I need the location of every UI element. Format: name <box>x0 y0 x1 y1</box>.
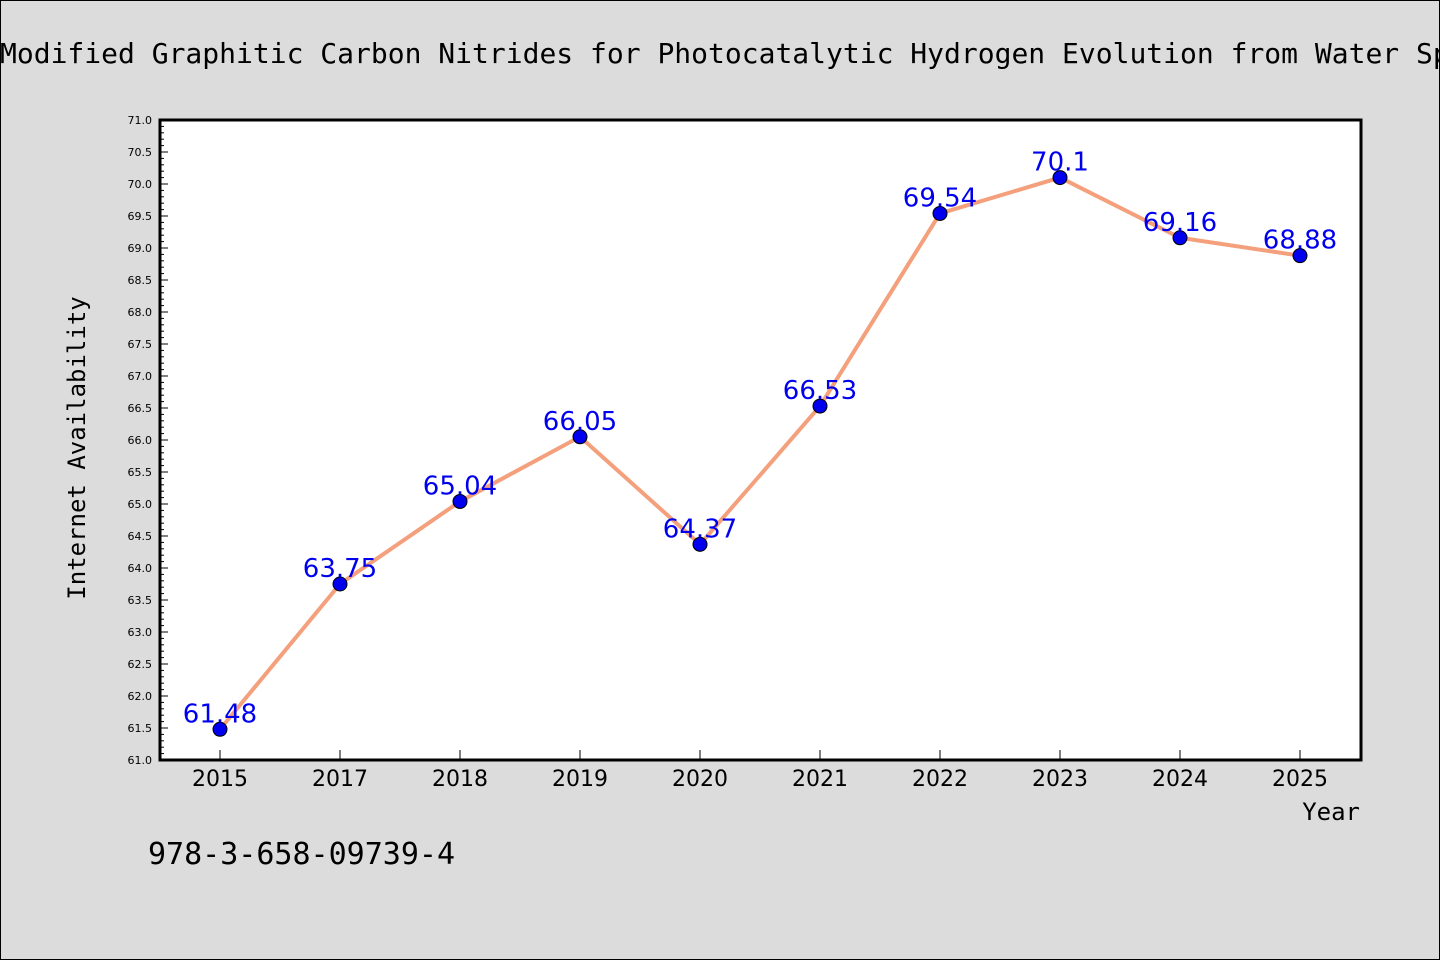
series-polyline <box>218 175 1301 731</box>
y-tick-label: 67.0 <box>128 370 153 383</box>
data-point <box>572 429 588 445</box>
y-tick-label: 67.5 <box>128 338 153 351</box>
y-tick-label: 68.5 <box>128 274 153 287</box>
x-tick-label: 2022 <box>912 767 968 792</box>
data-point <box>692 536 708 552</box>
data-label: 69.54 <box>903 183 977 213</box>
plot-frame <box>158 118 1363 762</box>
x-tick-label: 2021 <box>792 767 848 792</box>
x-tick-label: 2024 <box>1152 767 1208 792</box>
data-label: 64.37 <box>663 514 737 544</box>
data-point <box>332 576 348 592</box>
data-label: 65.04 <box>423 471 497 501</box>
y-tick-label: 65.0 <box>128 498 153 511</box>
data-points <box>212 170 1308 737</box>
y-tick-label: 65.5 <box>128 466 153 479</box>
y-tick-label: 62.5 <box>128 658 153 671</box>
data-label: 66.53 <box>783 376 857 406</box>
data-label: 68.88 <box>1263 226 1337 256</box>
x-axis-label: Year <box>1302 798 1360 826</box>
x-tick-label: 2023 <box>1032 767 1088 792</box>
isbn-text: 978-3-658-09739-4 <box>148 837 455 872</box>
y-tick-label: 61.5 <box>128 722 153 735</box>
data-point <box>1292 248 1308 264</box>
y-tick-label: 62.0 <box>128 690 153 703</box>
y-tick-label: 63.5 <box>128 594 153 607</box>
y-tick-label: 66.5 <box>128 402 153 415</box>
x-tick-label: 2015 <box>192 767 248 792</box>
y-tick-label: 61.0 <box>128 754 153 767</box>
x-tick-label: 2025 <box>1272 767 1328 792</box>
y-tick-label: 66.0 <box>128 434 153 447</box>
y-tick-label: 68.0 <box>128 306 153 319</box>
y-tick-label: 64.5 <box>128 530 153 543</box>
y-tick-label: 69.5 <box>128 210 153 223</box>
data-label: 69.16 <box>1143 208 1217 238</box>
data-point <box>212 721 228 737</box>
y-tick-label: 70.0 <box>128 178 153 191</box>
data-label: 66.05 <box>543 407 617 437</box>
data-label: 63.75 <box>303 554 377 584</box>
x-axis: 2015 2017 2018 2019 2020 2021 2022 2023 2024 2025 <box>192 750 1328 792</box>
data-point <box>452 493 468 509</box>
y-tick-label: 69.0 <box>128 242 153 255</box>
y-tick-label: 71.0 <box>128 114 153 127</box>
series-line <box>218 175 1301 731</box>
y-tick-label: 64.0 <box>128 562 153 575</box>
data-point <box>812 398 828 414</box>
data-label: 70.1 <box>1031 148 1089 178</box>
data-labels: 61.48 63.75 65.04 66.05 64.37 66.53 69.54 70.1 6… <box>183 148 1337 730</box>
y-tick-label: 70.5 <box>128 146 153 159</box>
data-label: 61.48 <box>183 699 257 729</box>
y-tick-label: 63.0 <box>128 626 153 639</box>
x-tick-label: 2019 <box>552 767 608 792</box>
x-tick-label: 2020 <box>672 767 728 792</box>
data-point <box>932 205 948 221</box>
x-tick-label: 2018 <box>432 767 488 792</box>
data-point <box>1052 170 1068 186</box>
x-tick-label: 2017 <box>312 767 368 792</box>
y-axis-label: Internet Availability <box>63 296 91 599</box>
data-point <box>1172 230 1188 246</box>
chart-title: Modified Graphitic Carbon Nitrides for P… <box>0 37 1440 70</box>
